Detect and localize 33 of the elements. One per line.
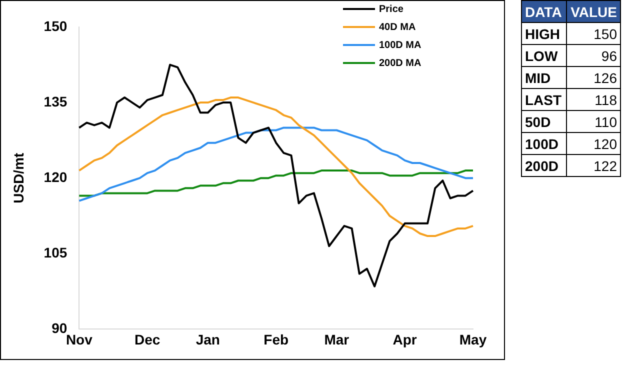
text: 126	[566, 66, 620, 88]
y-tick-label: 105	[44, 244, 68, 261]
y-tick-label: 120	[44, 168, 68, 185]
text: 110	[566, 110, 620, 132]
x-tick-label: Feb	[264, 331, 289, 348]
text: LAST	[522, 88, 566, 110]
text: 150	[566, 22, 620, 44]
x-tick-label: Jan	[196, 331, 220, 348]
text: 122	[566, 154, 620, 176]
text: HIGH	[522, 22, 566, 44]
text: VALUE	[566, 0, 620, 22]
x-tick-label: Mar	[324, 331, 350, 348]
x-tick-label: Apr	[392, 331, 418, 348]
x-tick-label: Dec	[134, 331, 160, 348]
x-tick-label: May	[459, 331, 487, 348]
text: DATA	[522, 0, 566, 22]
text: LOW	[522, 44, 566, 66]
text: 118	[566, 88, 620, 110]
text: 200D	[522, 154, 566, 176]
legend-label: 40D MA	[379, 22, 416, 33]
text: 120	[566, 132, 620, 154]
text: 50D	[522, 110, 566, 132]
x-tick-label: Nov	[66, 331, 93, 348]
legend-label: Price	[379, 4, 404, 15]
y-tick-label: 90	[52, 320, 68, 336]
text: 96	[566, 44, 620, 66]
text: MID	[522, 66, 566, 88]
y-tick-label: 135	[44, 93, 68, 110]
y-axis-title: USD/mt	[10, 152, 26, 204]
legend-label: 200D MA	[379, 58, 422, 69]
y-tick-label: 150	[44, 18, 68, 34]
text: 100D	[522, 132, 566, 154]
legend-label: 100D MA	[379, 40, 422, 51]
